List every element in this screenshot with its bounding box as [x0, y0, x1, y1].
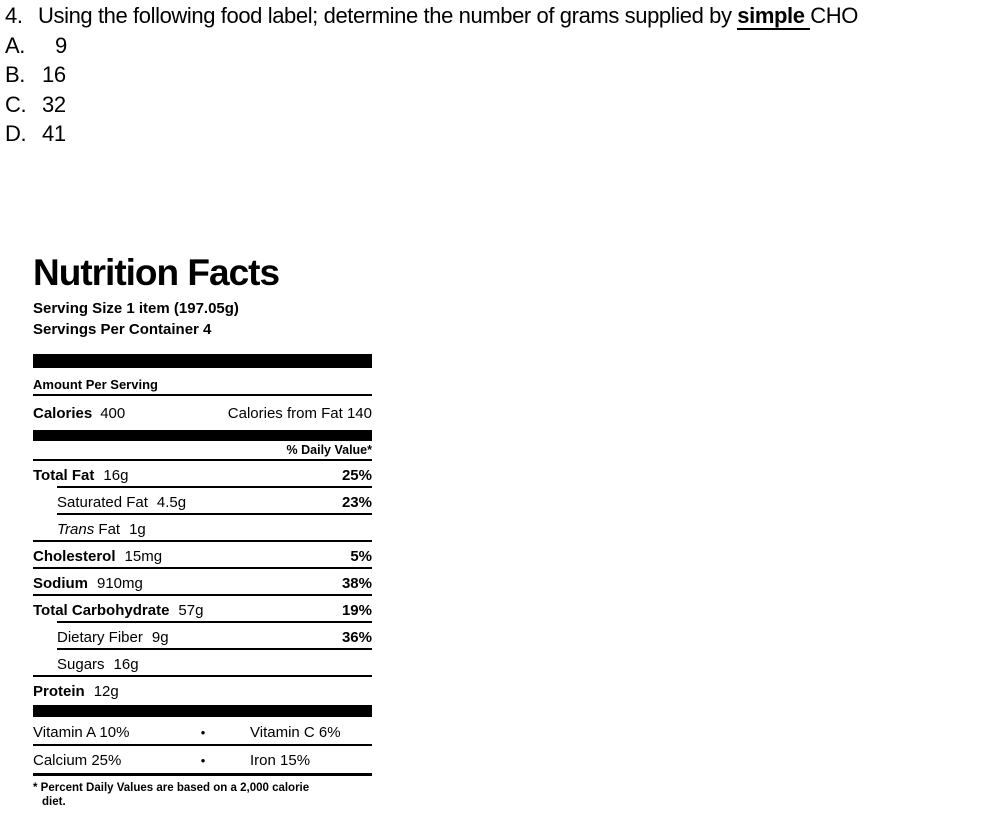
nutrient-name: Dietary Fiber [57, 629, 143, 646]
nutrient-name: Sodium [33, 575, 88, 592]
option-letter: D. [5, 121, 27, 146]
footnote: * Percent Daily Values are based on a 2,… [33, 781, 372, 809]
option-letter: B. [5, 62, 25, 87]
nutrient-name: Saturated Fat [57, 494, 148, 511]
nutrient-name: Total Carbohydrate [33, 602, 170, 619]
calories-label: Calories [33, 405, 93, 422]
separator-rule [57, 621, 372, 623]
micronutrient-row: Calcium 25% • Iron 15% [33, 746, 372, 773]
separator-rule [33, 567, 372, 569]
nutrient-amount: 1g [129, 521, 146, 538]
separator-rule [57, 486, 372, 488]
calories-value: 400 [100, 405, 126, 422]
question-line: 4. Using the following food label; determ… [5, 1, 858, 31]
nutrient-name: Total Fat [33, 467, 95, 484]
nutrient-row-total-carbohydrate: Total Carbohydrate 57g 19% [33, 596, 372, 621]
question-text-before: Using the following food label; determin… [38, 3, 738, 28]
nutrient-row-saturated-fat: Saturated Fat 4.5g 23% [33, 488, 372, 513]
separator-rule-thick [33, 773, 372, 776]
nutrient-name: Sugars [57, 656, 105, 673]
micronutrient-right: Vitamin C 6% [250, 724, 341, 741]
calories: Calories 400 [33, 405, 125, 422]
nutrient-amount: 12g [93, 683, 119, 700]
nutrient-row-total-fat: Total Fat 16g 25% [33, 461, 372, 486]
option-value: 9 [55, 32, 67, 58]
option-value: 16 [42, 62, 66, 87]
separator-rule [33, 394, 372, 396]
micronutrient-left: Vitamin A 10% [33, 724, 130, 741]
nutrient-amount: 16g [113, 656, 139, 673]
nutrient-name: Protein [33, 683, 85, 700]
nutrient-amount: 57g [178, 602, 204, 619]
separator-rule [33, 744, 372, 746]
calories-from-fat: Calories from Fat 140 [227, 405, 372, 422]
divider-bar [33, 705, 372, 717]
nutrient-row-protein: Protein 12g [33, 677, 372, 702]
separator-rule [57, 648, 372, 650]
option-value: 32 [42, 91, 66, 117]
nutrient-name: Cholesterol [33, 548, 116, 565]
question-block: 4. Using the following food label; determ… [5, 1, 858, 149]
nutrient-amount: 9g [151, 629, 169, 646]
nutrition-label: Nutrition Facts Serving Size 1 item (197… [33, 254, 372, 809]
divider-bar [33, 430, 372, 441]
micronutrient-row: Vitamin A 10% • Vitamin C 6% [33, 717, 372, 744]
separator-rule [33, 594, 372, 596]
micronutrient-left: Calcium 25% [33, 752, 122, 769]
footnote-line2: diet. [42, 796, 66, 808]
question-emphasis: simple [737, 3, 811, 30]
nutrient-daily-value: 25% [341, 467, 372, 484]
nutrient-row-cholesterol: Cholesterol 15mg 5% [33, 542, 372, 567]
nutrition-label-title: Nutrition Facts [33, 252, 280, 293]
nutrient-amount: 910mg [97, 575, 143, 592]
serving-size: Serving Size 1 item (197.05g) [33, 300, 239, 317]
option-row-d: D. 41 [5, 119, 858, 149]
separator-rule [33, 540, 372, 542]
bullet-separator: • [200, 753, 206, 768]
nutrient-daily-value: 23% [341, 494, 372, 511]
nutrient-name: Fat [94, 521, 121, 538]
nutrient-row-sugars: Sugars 16g [33, 650, 372, 675]
amount-per-serving: Amount Per Serving [33, 377, 158, 392]
nutrient-amount: 16g [103, 467, 129, 484]
question-text-after: CHO [810, 3, 858, 28]
nutrient-amount: 4.5g [156, 494, 187, 511]
separator-rule [33, 675, 372, 677]
option-row-b: B. 16 [5, 60, 858, 90]
separator-rule [33, 459, 372, 461]
option-letter: C. [5, 91, 27, 117]
separator-rule [57, 513, 372, 515]
nutrient-daily-value: 36% [341, 629, 372, 646]
divider-bar [33, 354, 372, 368]
bullet-separator: • [200, 725, 206, 740]
nutrient-amount: 15mg [124, 548, 163, 565]
option-row-a: A. 9 [5, 31, 858, 61]
servings-per-container: Servings Per Container 4 [33, 321, 212, 338]
nutrient-row-dietary-fiber: Dietary Fiber 9g 36% [33, 623, 372, 648]
nutrient-row-sodium: Sodium 910mg 38% [33, 569, 372, 594]
nutrient-name-italic: Trans [57, 521, 95, 538]
nutrient-daily-value: 19% [341, 602, 372, 619]
daily-value-header: % Daily Value* [286, 443, 372, 457]
footnote-line1: * Percent Daily Values are based on a 2,… [33, 782, 310, 794]
nutrient-row-trans-fat: Trans Fat 1g [33, 515, 372, 540]
option-letter: A. [5, 32, 25, 58]
nutrient-daily-value: 5% [350, 548, 372, 565]
calories-row: Calories 400 Calories from Fat 140 [33, 405, 372, 422]
micronutrient-right: Iron 15% [250, 752, 311, 769]
question-text: Using the following food label; determin… [38, 3, 858, 30]
question-number: 4. [5, 3, 23, 28]
option-row-c: C. 32 [5, 90, 858, 120]
option-value: 41 [42, 121, 66, 146]
nutrient-daily-value: 38% [341, 575, 372, 592]
